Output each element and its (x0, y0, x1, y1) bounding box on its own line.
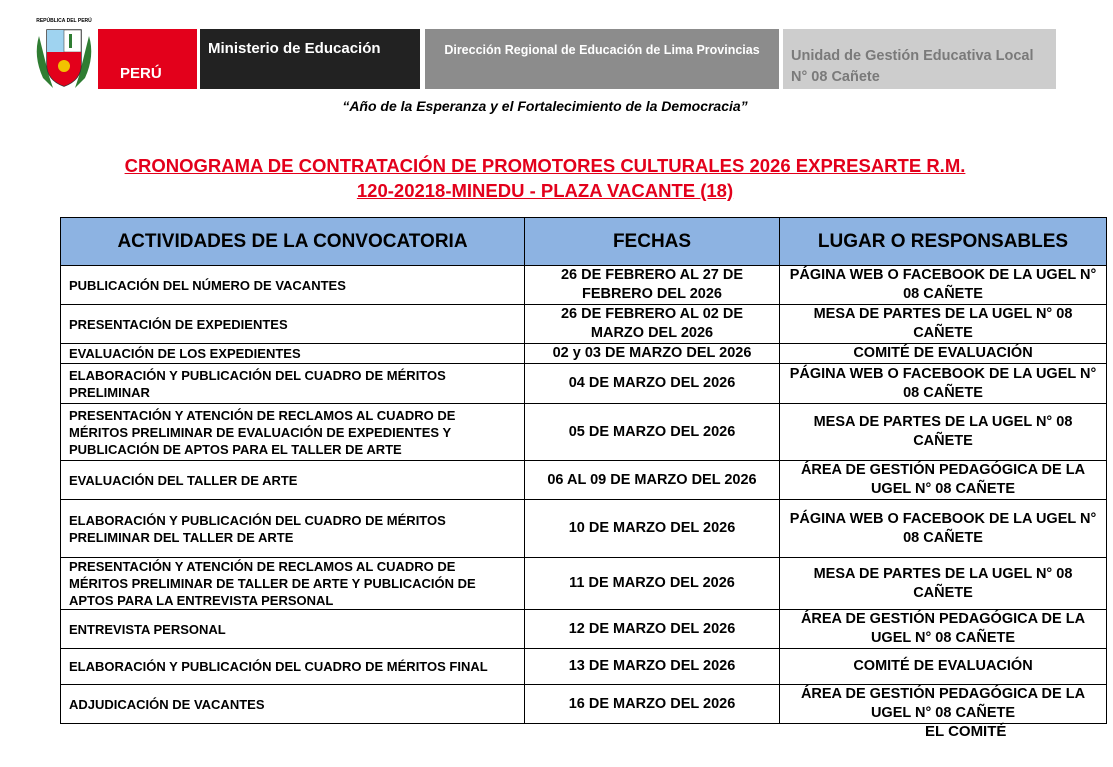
table-cell: 26 DE FEBRERO AL 02 DE MARZO DEL 2026 (524, 304, 780, 344)
table-row: PRESENTACIÓN Y ATENCIÓN DE RECLAMOS AL C… (60, 403, 1107, 461)
column-header: FECHAS (524, 217, 780, 266)
motto: “Año de la Esperanza y el Fortalecimient… (342, 98, 748, 114)
table-cell: ENTREVISTA PERSONAL (60, 609, 525, 649)
title-line: CRONOGRAMA DE CONTRATACIÓN DE PROMOTORES… (124, 155, 966, 176)
signature: EL COMITÉ (925, 723, 1007, 740)
local-label: Unidad de Gestión Educativa Local N° 08 … (783, 29, 1056, 89)
table-cell: MESA DE PARTES DE LA UGEL N° 08 CAÑETE (779, 304, 1107, 344)
table-cell: PRESENTACIÓN DE EXPEDIENTES (60, 304, 525, 344)
schedule-table: ACTIVIDADES DE LA CONVOCATORIA FECHAS LUGA… (60, 217, 1107, 724)
table-cell: PRESENTACIÓN Y ATENCIÓN DE RECLAMOS AL C… (60, 403, 525, 461)
table-cell: 06 AL 09 DE MARZO DEL 2026 (524, 460, 780, 500)
shield-logo: REPÚBLICA DEL PERÚ (36, 17, 92, 88)
column-header: ACTIVIDADES DE LA CONVOCATORIA (60, 217, 525, 266)
table-cell: ADJUDICACIÓN DE VACANTES (60, 684, 525, 724)
table-cell: ÁREA DE GESTIÓN PEDAGÓGICA DE LA UGEL N°… (779, 460, 1107, 500)
table-cell: COMITÉ DE EVALUACIÓN (779, 648, 1107, 685)
title: CRONOGRAMA DE CONTRATACIÓN DE PROMOTORES… (0, 153, 1090, 203)
table-row: PUBLICACIÓN DEL NÚMERO DE VACANTES 26 DE … (60, 265, 1107, 305)
table-cell: 12 DE MARZO DEL 2026 (524, 609, 780, 649)
table-cell: PÁGINA WEB O FACEBOOK DE LA UGEL N° 08 C… (779, 499, 1107, 558)
table-cell: 26 DE FEBRERO AL 27 DE FEBRERO DEL 2026 (524, 265, 780, 305)
table-row: ENTREVISTA PERSONAL 12 DE MARZO DEL 2026 Á… (60, 609, 1107, 649)
table-cell: MESA DE PARTES DE LA UGEL N° 08 CAÑETE (779, 557, 1107, 610)
table-cell: 11 DE MARZO DEL 2026 (524, 557, 780, 610)
table-cell: 16 DE MARZO DEL 2026 (524, 684, 780, 724)
table-cell: ELABORACIÓN Y PUBLICACIÓN DEL CUADRO DE … (60, 648, 525, 685)
table-cell: 04 DE MARZO DEL 2026 (524, 363, 780, 404)
column-header: LUGAR O RESPONSABLES (779, 217, 1107, 266)
table-cell: EVALUACIÓN DE LOS EXPEDIENTES (60, 343, 525, 364)
peru-label: PERÚ (98, 29, 197, 89)
table-cell: EVALUACIÓN DEL TALLER DE ARTE (60, 460, 525, 500)
table-cell: PÁGINA WEB O FACEBOOK DE LA UGEL N° 08 C… (779, 265, 1107, 305)
table-cell: COMITÉ DE EVALUACIÓN (779, 343, 1107, 364)
table-cell: 02 y 03 DE MARZO DEL 2026 (524, 343, 780, 364)
table-cell: 10 DE MARZO DEL 2026 (524, 499, 780, 558)
table-row: ELABORACIÓN Y PUBLICACIÓN DEL CUADRO DE … (60, 648, 1107, 685)
title-line: 120-20218-MINEDU - PLAZA VACANTE (18) (356, 180, 734, 201)
table-row: PRESENTACIÓN DE EXPEDIENTES 26 DE FEBRERO… (60, 304, 1107, 344)
table-cell: PÁGINA WEB O FACEBOOK DE LA UGEL N° 08 C… (779, 363, 1107, 404)
table-row: ELABORACIÓN Y PUBLICACIÓN DEL CUADRO DE … (60, 499, 1107, 558)
table-row: PRESENTACIÓN Y ATENCIÓN DE RECLAMOS AL C… (60, 557, 1107, 610)
header-row: ACTIVIDADES DE LA CONVOCATORIA FECHAS LUGA… (60, 217, 1107, 266)
table-row: EVALUACIÓN DE LOS EXPEDIENTES 02 y 03 DE … (60, 343, 1107, 364)
ministry-label: Ministerio de Educación (200, 29, 420, 89)
table-cell: ELABORACIÓN Y PUBLICACIÓN DEL CUADRO DE … (60, 499, 525, 558)
table-cell: 13 DE MARZO DEL 2026 (524, 648, 780, 685)
regional-label: Dirección Regional de Educación de Lima … (425, 29, 779, 89)
table-row: EVALUACIÓN DEL TALLER DE ARTE 06 AL 09 DE… (60, 460, 1107, 500)
table-cell: 05 DE MARZO DEL 2026 (524, 403, 780, 461)
table-cell: MESA DE PARTES DE LA UGEL N° 08 CAÑETE (779, 403, 1107, 461)
table-cell: ELABORACIÓN Y PUBLICACIÓN DEL CUADRO DE … (60, 363, 525, 404)
table-cell: PUBLICACIÓN DEL NÚMERO DE VACANTES (60, 265, 525, 305)
table-row: ELABORACIÓN Y PUBLICACIÓN DEL CUADRO DE … (60, 363, 1107, 404)
table-row: ADJUDICACIÓN DE VACANTES 16 DE MARZO DEL … (60, 684, 1107, 724)
table-cell: ÁREA DE GESTIÓN PEDAGÓGICA DE LA UGEL N°… (779, 684, 1107, 724)
shield-text: REPÚBLICA DEL PERÚ (36, 17, 92, 24)
table-cell: PRESENTACIÓN Y ATENCIÓN DE RECLAMOS AL C… (60, 557, 525, 610)
table-cell: ÁREA DE GESTIÓN PEDAGÓGICA DE LA UGEL N°… (779, 609, 1107, 649)
